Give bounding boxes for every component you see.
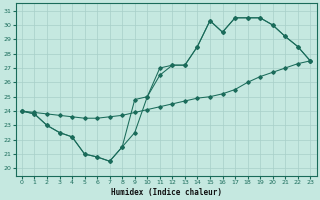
X-axis label: Humidex (Indice chaleur): Humidex (Indice chaleur) (111, 188, 221, 197)
